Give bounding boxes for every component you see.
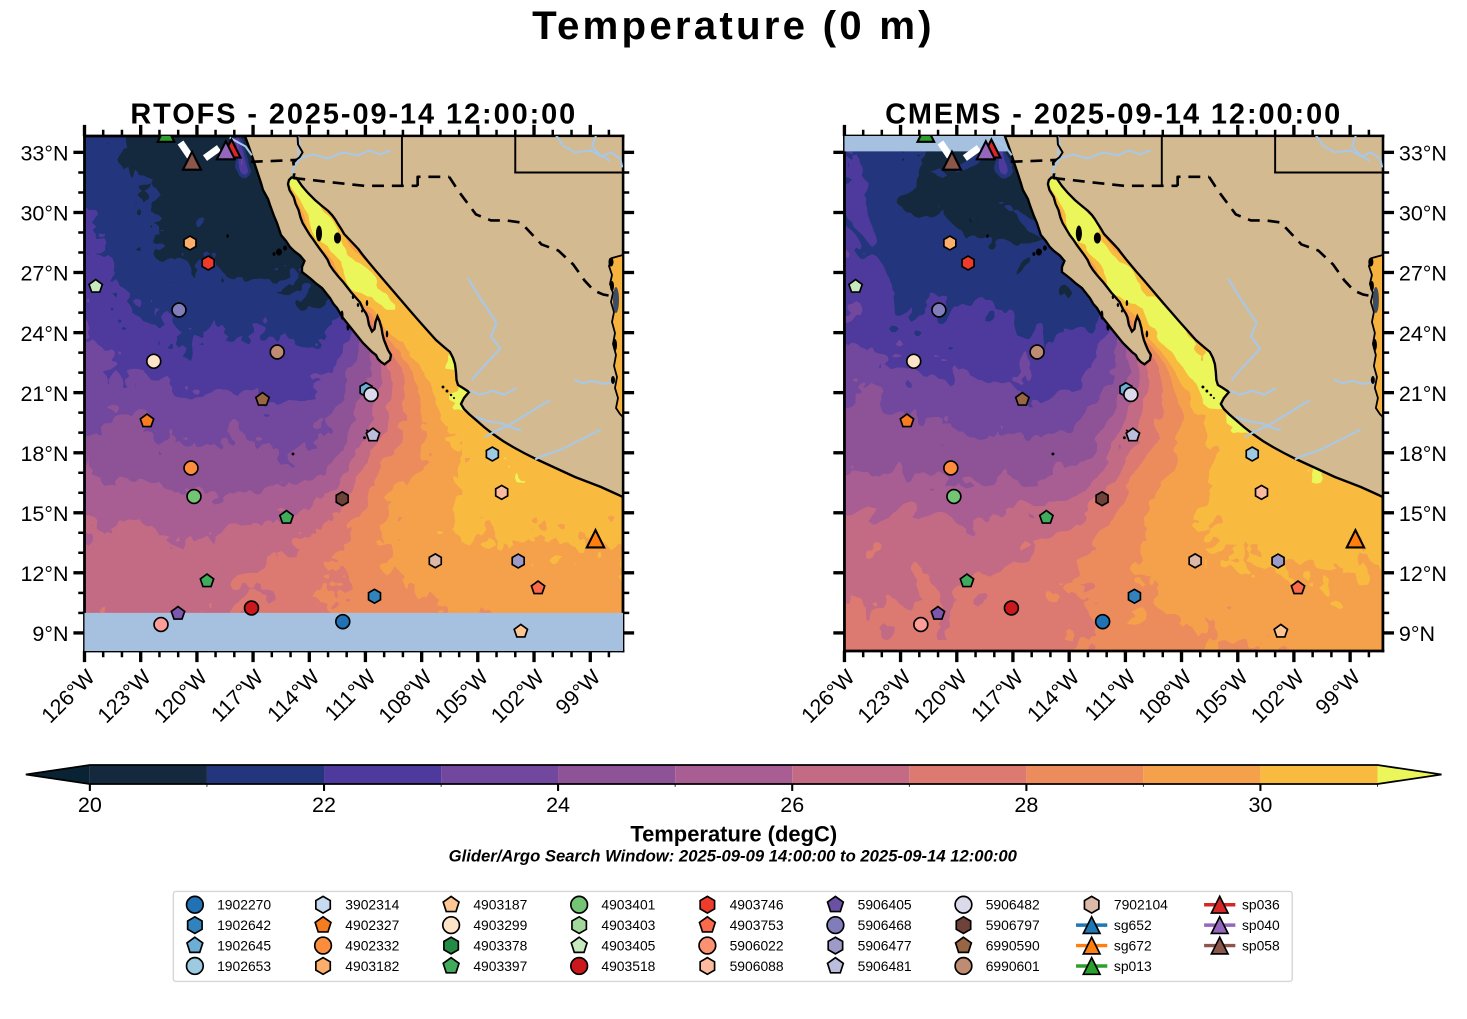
svg-text:27°N: 27°N [1399,262,1447,286]
svg-text:sp036: sp036 [1242,897,1280,913]
svg-text:24°N: 24°N [20,322,68,346]
svg-text:4903746: 4903746 [730,897,784,913]
svg-text:4903401: 4903401 [601,897,655,913]
svg-text:5906088: 5906088 [730,958,784,974]
svg-text:4903378: 4903378 [473,937,527,953]
svg-text:sg672: sg672 [1114,937,1152,953]
svg-text:15°N: 15°N [1399,502,1447,526]
svg-text:3902314: 3902314 [345,897,399,913]
svg-text:4902332: 4902332 [345,937,399,953]
svg-text:5906477: 5906477 [858,937,912,953]
svg-text:15°N: 15°N [20,502,68,526]
svg-text:1902642: 1902642 [217,917,271,933]
svg-text:9°N: 9°N [32,622,68,646]
svg-text:1902270: 1902270 [217,897,271,913]
svg-text:20: 20 [78,793,102,817]
svg-text:sp058: sp058 [1242,937,1280,953]
svg-text:4903405: 4903405 [601,937,655,953]
svg-text:Temperature (0 m): Temperature (0 m) [532,3,935,48]
svg-text:4903299: 4903299 [473,917,527,933]
svg-text:5906468: 5906468 [858,917,912,933]
svg-text:sp013: sp013 [1114,958,1152,974]
svg-text:CMEMS - 2025-09-14 12:00:00: CMEMS - 2025-09-14 12:00:00 [885,98,1342,130]
svg-text:21°N: 21°N [1399,382,1447,406]
svg-text:4903187: 4903187 [473,897,527,913]
svg-text:5906405: 5906405 [858,897,912,913]
svg-text:28: 28 [1014,793,1038,817]
svg-text:33°N: 33°N [1399,142,1447,166]
svg-text:9°N: 9°N [1399,622,1435,646]
svg-text:1902645: 1902645 [217,937,271,953]
svg-text:5906022: 5906022 [730,937,784,953]
svg-text:4903753: 4903753 [730,917,784,933]
svg-text:21°N: 21°N [20,382,68,406]
svg-text:18°N: 18°N [1399,442,1447,466]
svg-text:4903403: 4903403 [601,917,655,933]
svg-text:7902104: 7902104 [1114,897,1168,913]
svg-text:24°N: 24°N [1399,322,1447,346]
svg-text:5906481: 5906481 [858,958,912,974]
svg-text:12°N: 12°N [20,562,68,586]
svg-text:18°N: 18°N [20,442,68,466]
svg-text:4903397: 4903397 [473,958,527,974]
svg-text:22: 22 [312,793,336,817]
svg-text:Glider/Argo Search Window: 202: Glider/Argo Search Window: 2025-09-09 14… [449,847,1018,866]
svg-text:sg652: sg652 [1114,917,1152,933]
svg-text:6990590: 6990590 [986,937,1040,953]
svg-text:30°N: 30°N [20,202,68,226]
svg-text:6990601: 6990601 [986,958,1040,974]
svg-text:24: 24 [546,793,570,817]
svg-text:27°N: 27°N [20,262,68,286]
svg-text:1902653: 1902653 [217,958,271,974]
svg-text:5906482: 5906482 [986,897,1040,913]
svg-text:33°N: 33°N [20,142,68,166]
svg-text:Temperature (degC): Temperature (degC) [630,822,837,847]
svg-text:30: 30 [1248,793,1272,817]
svg-text:4902327: 4902327 [345,917,399,933]
svg-text:4903182: 4903182 [345,958,399,974]
svg-text:4903518: 4903518 [601,958,655,974]
svg-text:30°N: 30°N [1399,202,1447,226]
svg-text:12°N: 12°N [1399,562,1447,586]
svg-text:RTOFS - 2025-09-14 12:00:00: RTOFS - 2025-09-14 12:00:00 [130,98,577,130]
svg-text:5906797: 5906797 [986,917,1040,933]
svg-text:26: 26 [780,793,804,817]
svg-text:sp040: sp040 [1242,917,1280,933]
